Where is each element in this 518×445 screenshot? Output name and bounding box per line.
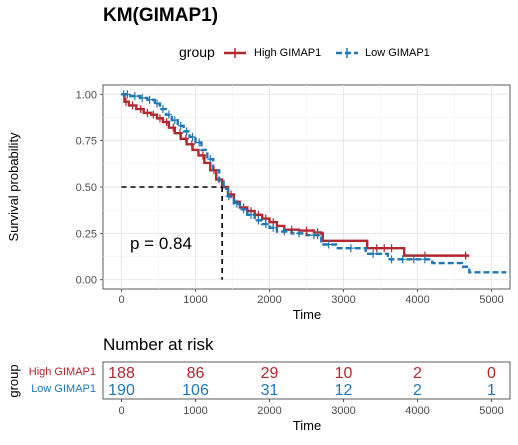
risk-x-tick-label: 3000 xyxy=(331,405,355,417)
risk-cell: 12 xyxy=(335,382,353,399)
risk-row-label: High GIMAP1 xyxy=(29,366,96,378)
risk-cell: 86 xyxy=(187,365,205,382)
y-tick-label: 0.50 xyxy=(76,182,97,194)
risk-table-panel xyxy=(103,362,510,399)
chart-title: KM(GIMAP1) xyxy=(103,5,218,26)
x-tick-label: 4000 xyxy=(405,294,429,306)
y-tick-label: 0.00 xyxy=(76,275,97,287)
x-tick-label: 5000 xyxy=(479,294,503,306)
risk-cell: 10 xyxy=(335,365,353,382)
risk-x-tick-label: 2000 xyxy=(257,405,281,417)
x-tick-label: 2000 xyxy=(257,294,281,306)
risk-table-x-axis: 0 1000 2000 3000 4000 5000 xyxy=(118,399,503,417)
risk-cell: 2 xyxy=(413,382,422,399)
legend-label-low: Low GIMAP1 xyxy=(365,47,430,59)
y-axis: 0.00 0.25 0.50 0.75 1.00 xyxy=(76,89,103,286)
risk-table-x-title: Time xyxy=(293,418,321,433)
p-value-annotation: p = 0.84 xyxy=(130,234,192,253)
risk-x-tick-label: 4000 xyxy=(405,405,429,417)
risk-cell: 190 xyxy=(108,382,135,399)
risk-x-tick-label: 5000 xyxy=(479,405,503,417)
x-tick-label: 0 xyxy=(118,294,124,306)
y-tick-label: 0.25 xyxy=(76,228,97,240)
legend-label-high: High GIMAP1 xyxy=(254,47,321,59)
risk-cell: 1 xyxy=(487,382,496,399)
risk-cell: 2 xyxy=(413,365,422,382)
y-tick-label: 0.75 xyxy=(76,136,97,148)
x-axis-title: Time xyxy=(293,307,321,322)
risk-table-y-title: group xyxy=(6,364,21,397)
risk-cell: 31 xyxy=(261,382,279,399)
risk-cell: 106 xyxy=(182,382,209,399)
legend: group High GIMAP1 Low GIMAP1 xyxy=(179,44,430,60)
plot-panel: p = 0.84 xyxy=(103,85,510,289)
risk-cell: 188 xyxy=(108,365,135,382)
risk-table-row-labels: High GIMAP1 Low GIMAP1 xyxy=(29,366,96,395)
risk-x-tick-label: 0 xyxy=(118,405,124,417)
risk-table-title: Number at risk xyxy=(103,335,214,354)
risk-row-label: Low GIMAP1 xyxy=(31,383,96,395)
y-tick-label: 1.00 xyxy=(76,89,97,101)
risk-table: Number at risk 188 86 29 10 2 0 190 106 31 12 2 1 H… xyxy=(6,335,510,433)
risk-cell: 0 xyxy=(487,365,496,382)
x-tick-label: 1000 xyxy=(183,294,207,306)
legend-title: group xyxy=(179,44,215,60)
risk-cell: 29 xyxy=(261,365,279,382)
x-tick-label: 3000 xyxy=(331,294,355,306)
x-axis: 0 1000 2000 3000 4000 5000 xyxy=(118,289,503,306)
risk-x-tick-label: 1000 xyxy=(183,405,207,417)
y-axis-title: Survival probability xyxy=(6,132,21,242)
